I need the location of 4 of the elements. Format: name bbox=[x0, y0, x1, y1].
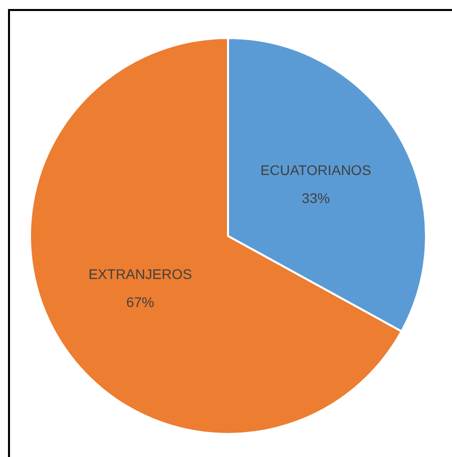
slice-label: ECUATORIANOS bbox=[260, 162, 372, 178]
slice-label: EXTRANJEROS bbox=[88, 266, 192, 282]
data-label: 33% bbox=[302, 190, 330, 206]
data-label: 67% bbox=[126, 294, 154, 310]
